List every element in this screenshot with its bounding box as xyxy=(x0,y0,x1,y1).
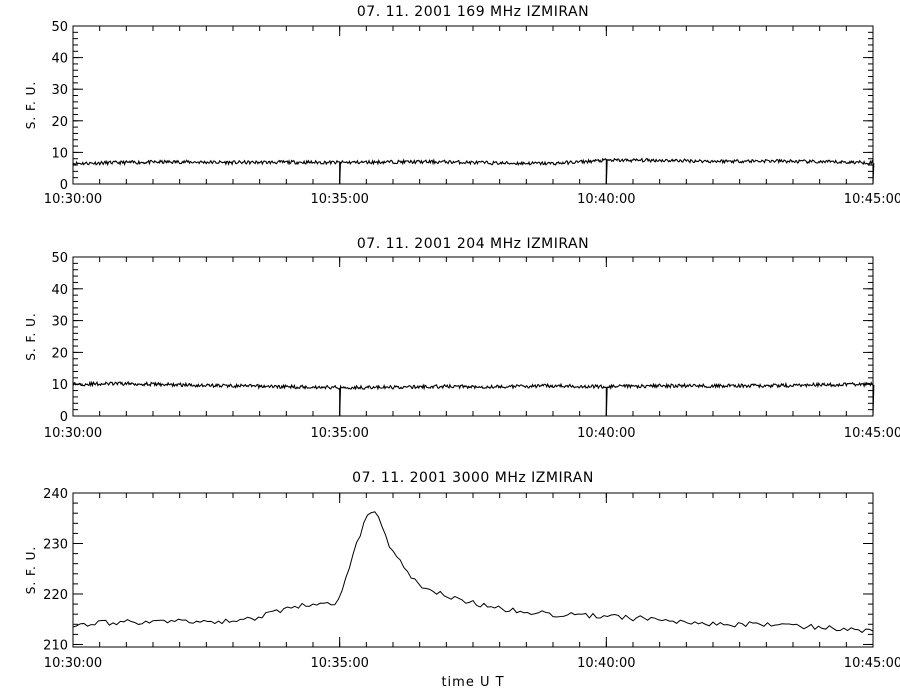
y-axis-label: S. F. U. xyxy=(24,312,38,360)
y-tick-label: 50 xyxy=(51,251,68,266)
chart-panel-3: 07. 11. 2001 3000 MHz IZMIRAN S. F. U. tim… xyxy=(24,470,900,690)
y-tick-label: 30 xyxy=(51,315,68,330)
y-tick-label: 40 xyxy=(51,283,68,298)
y-axis-label: S. F. U. xyxy=(24,546,38,594)
y-tick-label: 20 xyxy=(51,346,68,361)
y-tick-label: 230 xyxy=(43,537,68,552)
y-tick-label: 20 xyxy=(51,115,68,130)
x-tick-label: 10:45:00 xyxy=(844,656,900,671)
series-line xyxy=(72,380,875,417)
x-tick-label: 10:30:00 xyxy=(44,426,102,441)
x-tick-label: 10:30:00 xyxy=(44,192,102,207)
x-tick-label: 10:40:00 xyxy=(577,426,635,441)
chart-title: 07. 11. 2001 3000 MHz IZMIRAN xyxy=(352,470,594,486)
y-tick-label: 0 xyxy=(60,178,68,193)
x-tick-label: 10:45:00 xyxy=(844,426,900,441)
series-line xyxy=(72,511,874,634)
chart-title: 07. 11. 2001 204 MHz IZMIRAN xyxy=(357,236,589,252)
y-tick-label: 10 xyxy=(51,146,68,161)
y-tick-label: 30 xyxy=(51,83,68,98)
x-tick-label: 10:40:00 xyxy=(577,192,635,207)
x-axis-label: time U T xyxy=(441,675,504,690)
y-axis-label: S. F. U. xyxy=(24,81,38,129)
y-tick-label: 40 xyxy=(51,52,68,67)
x-tick-label: 10:45:00 xyxy=(844,192,900,207)
chart-panel-2: 07. 11. 2001 204 MHz IZMIRAN S. F. U. 0 10 2… xyxy=(24,236,900,441)
x-tick-label: 10:30:00 xyxy=(44,656,102,671)
x-tick-label: 10:35:00 xyxy=(310,426,368,441)
y-tick-label: 10 xyxy=(51,378,68,393)
chart-title: 07. 11. 2001 169 MHz IZMIRAN xyxy=(357,4,589,20)
series-line xyxy=(72,157,875,185)
y-tick-label: 220 xyxy=(43,588,68,603)
y-tick-label: 0 xyxy=(60,410,68,425)
x-tick-label: 10:35:00 xyxy=(310,656,368,671)
y-tick-label: 240 xyxy=(43,487,68,502)
y-tick-label: 50 xyxy=(51,20,68,35)
chart-panel-1: 07. 11. 2001 169 MHz IZMIRAN S. F. U. 0 10 2… xyxy=(24,4,900,207)
y-tick-label: 210 xyxy=(43,638,68,653)
x-tick-label: 10:40:00 xyxy=(577,656,635,671)
plot-frame xyxy=(72,256,874,417)
plot-frame xyxy=(72,492,874,648)
x-tick-label: 10:35:00 xyxy=(310,192,368,207)
